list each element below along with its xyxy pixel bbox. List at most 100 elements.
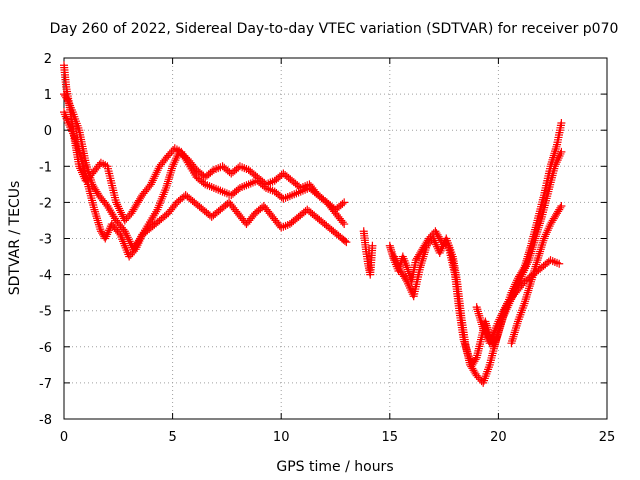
data-point: [496, 313, 505, 322]
data-point: [113, 200, 122, 209]
data-point: [340, 198, 349, 207]
y-tick-label: -7: [39, 377, 52, 392]
data-point: [152, 168, 161, 177]
data-point: [432, 240, 441, 249]
series-track-4: [359, 227, 377, 279]
data-point: [112, 198, 121, 207]
data-point: [436, 246, 445, 255]
y-tick-label: -5: [39, 305, 52, 320]
data-point: [68, 127, 77, 136]
data-point: [134, 239, 143, 248]
data-point: [555, 151, 564, 160]
data-point: [540, 232, 549, 241]
data-point: [338, 199, 347, 208]
data-point: [153, 166, 162, 175]
data-point: [404, 267, 413, 276]
data-point: [65, 121, 74, 130]
data-point: [385, 241, 394, 250]
data-point: [392, 256, 401, 265]
data-point: [102, 232, 111, 241]
data-point: [69, 131, 78, 140]
data-point: [403, 277, 412, 286]
data-point: [133, 241, 142, 250]
data-point: [520, 266, 529, 275]
data-point: [405, 281, 414, 290]
x-tick-label: 0: [60, 430, 68, 445]
data-point: [169, 160, 178, 169]
x-tick-label: 10: [273, 430, 290, 445]
data-point: [518, 270, 527, 279]
data-point: [541, 230, 550, 239]
data-point: [392, 258, 401, 267]
data-point: [519, 268, 528, 277]
data-point: [105, 206, 114, 215]
data-point: [116, 208, 125, 217]
data-point: [340, 236, 349, 245]
data-point: [107, 208, 116, 217]
data-point: [368, 241, 377, 250]
data-point: [66, 123, 75, 132]
data-point: [430, 236, 439, 245]
data-point: [104, 228, 113, 237]
data-point: [67, 125, 76, 134]
data-point: [391, 254, 400, 263]
x-axis-label: GPS time / hours: [276, 459, 393, 475]
data-point: [481, 330, 490, 339]
data-point: [557, 147, 566, 156]
data-point: [135, 237, 144, 246]
y-axis-label: SDTVAR / TECUs: [7, 181, 23, 296]
data-point: [145, 217, 154, 226]
data-point: [108, 210, 117, 219]
data-points: [60, 61, 566, 387]
data-point: [386, 243, 395, 252]
data-point: [146, 180, 155, 189]
data-point: [170, 158, 179, 167]
data-point: [147, 215, 156, 224]
data-point: [523, 258, 532, 267]
series-track-8: [507, 202, 566, 348]
y-tick-label: 0: [44, 124, 52, 139]
data-point: [150, 209, 159, 218]
data-point: [121, 229, 130, 238]
data-point: [406, 286, 415, 295]
y-tick-label: 2: [44, 52, 52, 67]
x-tick-label: 20: [490, 430, 507, 445]
data-point: [557, 202, 566, 211]
data-point: [479, 324, 488, 333]
data-point: [554, 154, 563, 163]
data-point: [387, 247, 396, 256]
data-point: [103, 230, 112, 239]
data-point: [402, 276, 411, 285]
data-point: [148, 213, 157, 222]
data-point: [152, 207, 161, 216]
data-point: [109, 212, 118, 221]
data-point: [481, 328, 490, 337]
data-point: [437, 244, 446, 253]
data-point: [498, 309, 507, 318]
data-point: [95, 160, 104, 169]
data-point: [136, 235, 145, 244]
data-point: [340, 220, 349, 229]
data-point: [429, 234, 438, 243]
data-point: [522, 262, 531, 271]
x-tick-labels: 0 5 10 15 20 25: [60, 430, 615, 445]
data-point: [64, 118, 73, 127]
data-point: [552, 158, 561, 167]
data-point: [132, 243, 141, 252]
data-point: [101, 234, 110, 243]
y-tick-label: -6: [39, 341, 52, 356]
data-point: [168, 162, 177, 171]
data-point: [103, 202, 112, 211]
data-point: [120, 227, 129, 236]
data-point: [338, 218, 347, 227]
y-tick-labels: 2 1 0 -1 -2 -3 -4 -5 -6 -7 -8: [39, 52, 52, 428]
data-point: [517, 272, 526, 281]
data-point: [405, 269, 414, 278]
data-point: [68, 129, 77, 138]
data-point: [150, 172, 159, 181]
data-point: [556, 203, 565, 212]
data-point: [495, 315, 504, 324]
data-point: [545, 222, 554, 231]
data-point: [114, 202, 123, 211]
